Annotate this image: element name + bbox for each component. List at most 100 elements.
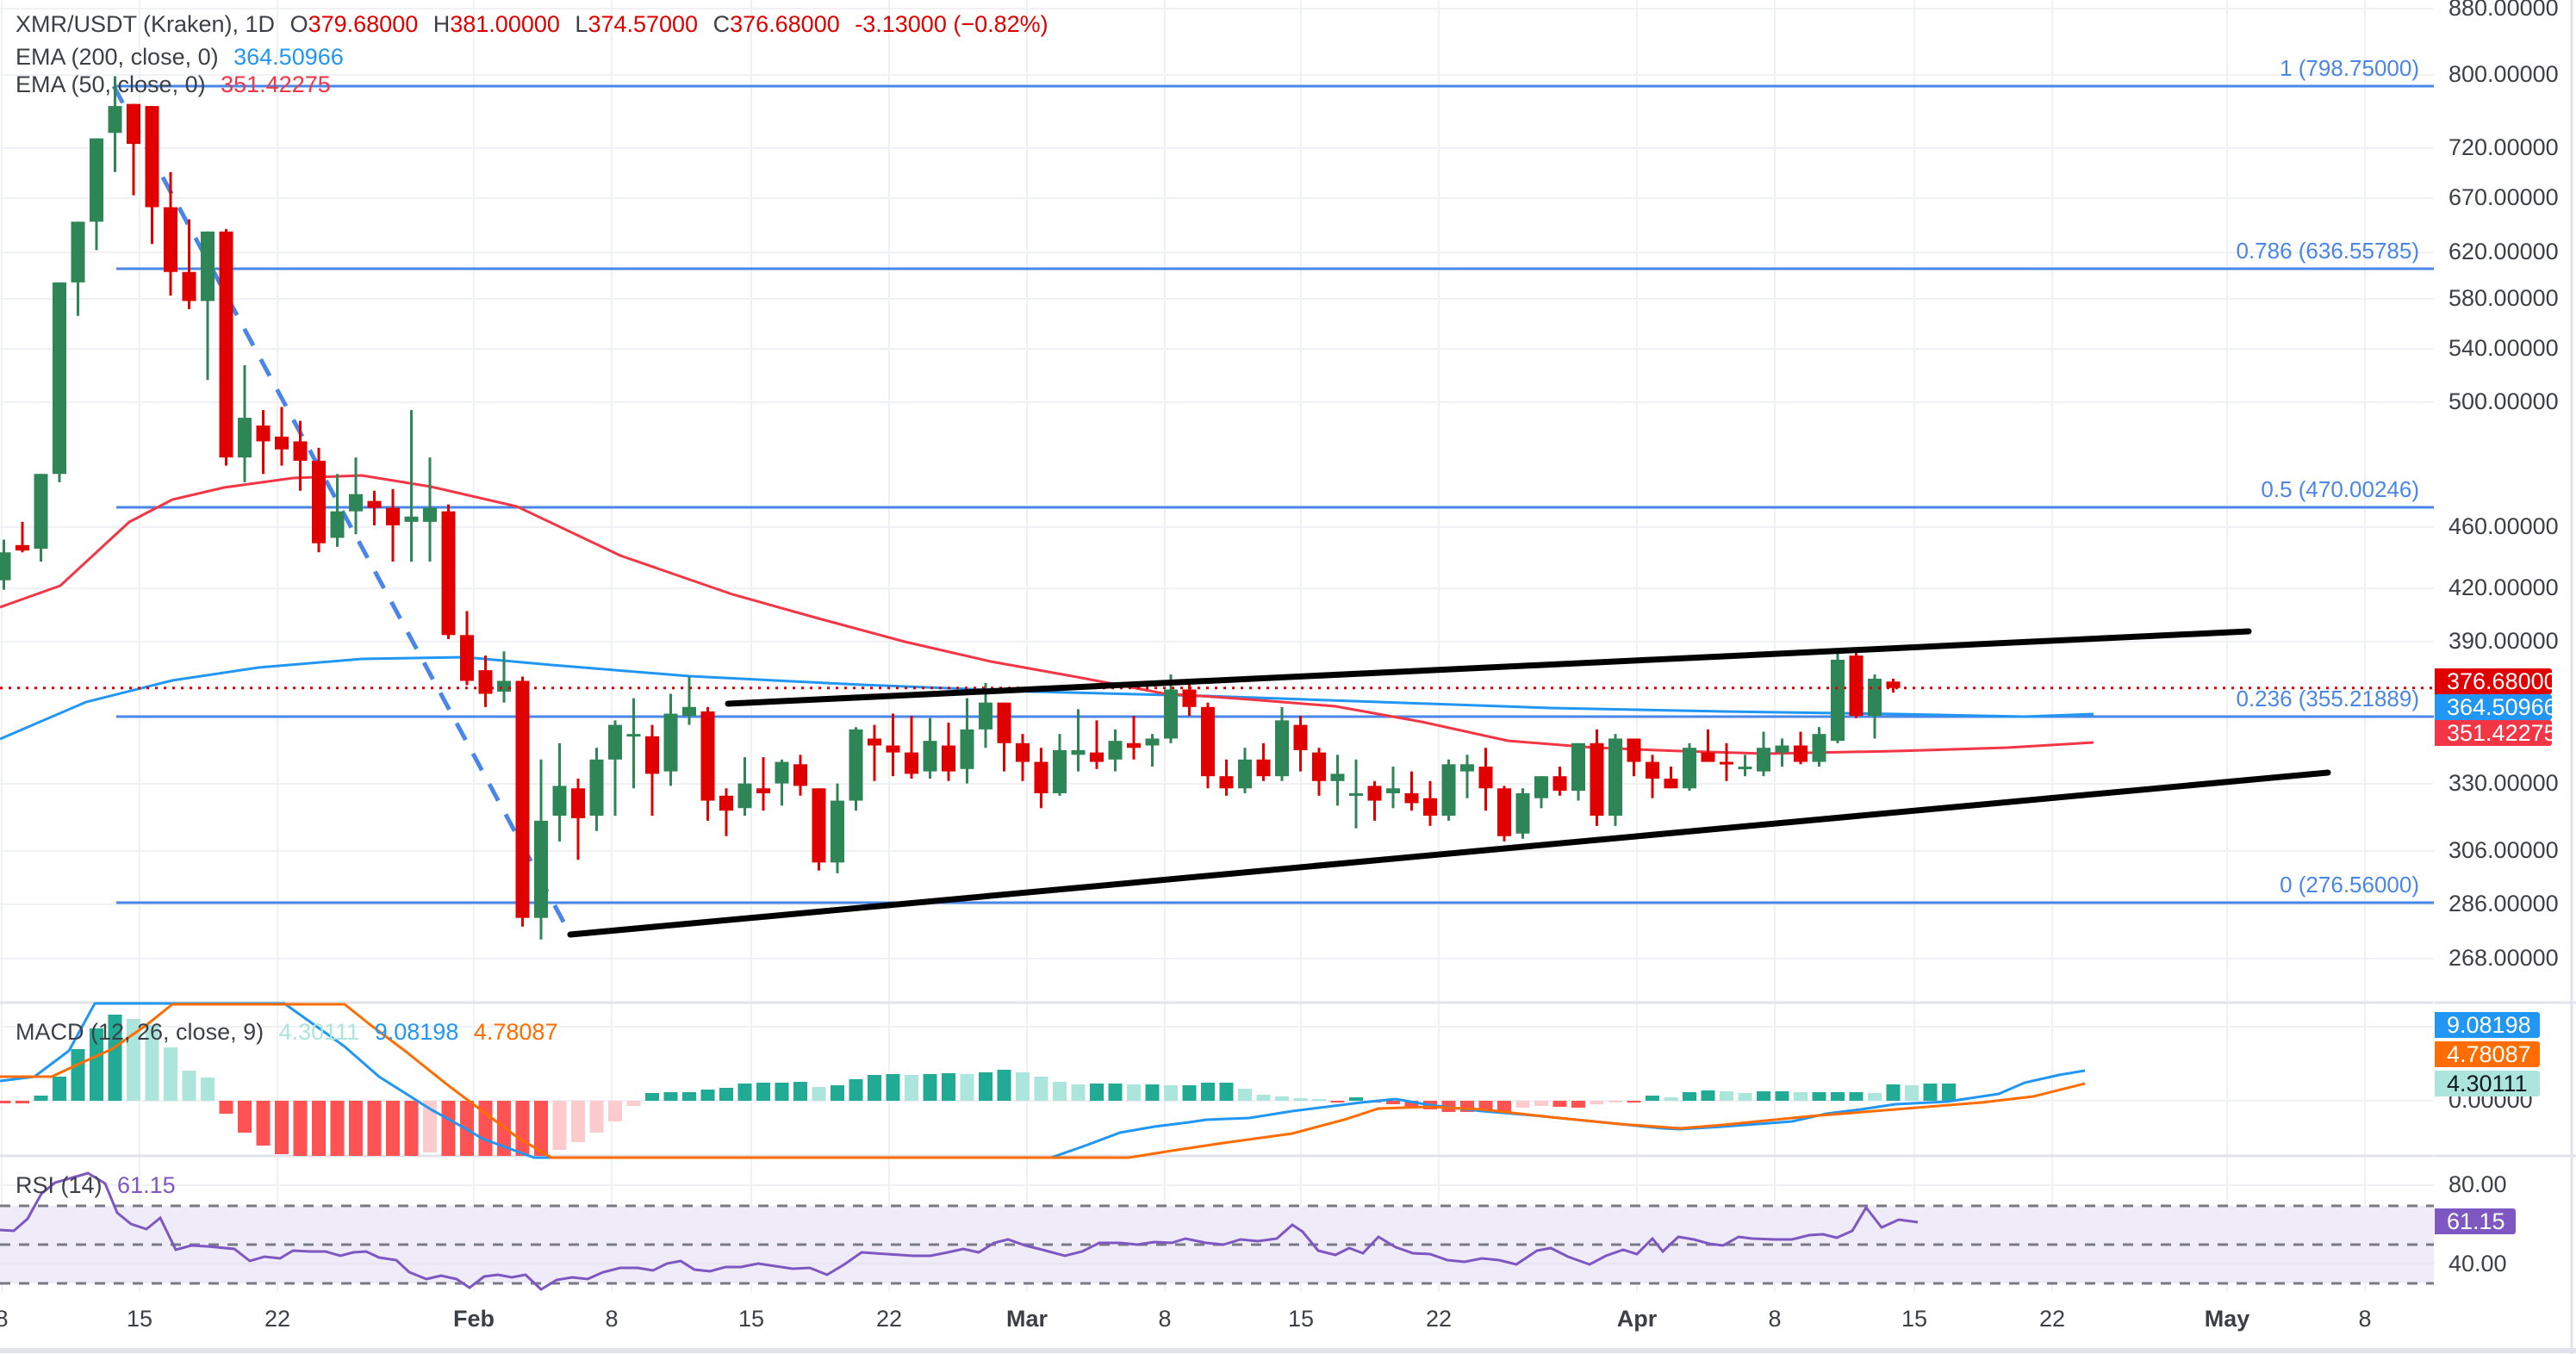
candle[interactable] — [1497, 786, 1511, 842]
rsi-legend[interactable]: RSI (14) 61.15 — [16, 1172, 176, 1198]
candle[interactable] — [1219, 759, 1234, 796]
candle[interactable] — [849, 727, 863, 811]
candle[interactable] — [942, 722, 955, 781]
candle[interactable] — [1164, 674, 1178, 743]
candle[interactable] — [645, 724, 659, 817]
macd-line[interactable] — [0, 1002, 2086, 1159]
candle[interactable] — [1275, 706, 1289, 781]
candle[interactable] — [182, 219, 196, 309]
candle[interactable] — [367, 490, 382, 525]
candle[interactable] — [1460, 755, 1474, 798]
candle[interactable] — [1571, 742, 1585, 801]
candle[interactable] — [831, 783, 844, 873]
candle[interactable] — [534, 759, 548, 940]
candle[interactable] — [1312, 748, 1326, 796]
candle[interactable] — [293, 420, 308, 491]
candle[interactable] — [1034, 748, 1048, 809]
candle[interactable] — [349, 457, 363, 535]
candle[interactable] — [164, 171, 177, 296]
candle[interactable] — [1534, 776, 1548, 809]
candle[interactable] — [1849, 647, 1864, 718]
candle[interactable] — [812, 788, 826, 871]
candle[interactable] — [1053, 734, 1067, 796]
candle[interactable] — [1182, 680, 1197, 717]
candle[interactable] — [1683, 742, 1696, 792]
candle[interactable] — [1664, 767, 1678, 789]
candle[interactable] — [238, 365, 252, 482]
candle[interactable] — [1608, 734, 1622, 826]
candle[interactable] — [423, 457, 437, 562]
candle[interactable] — [1757, 731, 1770, 777]
candle[interactable] — [1201, 702, 1215, 789]
candle[interactable] — [1831, 649, 1845, 743]
candle[interactable] — [868, 724, 881, 781]
wedge-lower-trendline[interactable] — [567, 769, 2331, 938]
candle[interactable] — [71, 221, 85, 316]
candle[interactable] — [1515, 788, 1530, 839]
candle[interactable] — [1794, 731, 1808, 765]
candle[interactable] — [793, 755, 807, 796]
candle[interactable] — [1256, 742, 1271, 781]
candle[interactable] — [145, 106, 159, 245]
candle[interactable] — [663, 693, 678, 786]
candle[interactable] — [1478, 748, 1493, 811]
candle[interactable] — [960, 698, 974, 784]
candle[interactable] — [571, 778, 585, 860]
candle[interactable] — [1441, 759, 1456, 821]
candle[interactable] — [1145, 734, 1160, 767]
candle[interactable] — [1238, 748, 1252, 793]
candle[interactable] — [404, 410, 419, 562]
candle[interactable] — [608, 720, 622, 817]
macd-legend[interactable]: MACD (12, 26, close, 9) 4.30111 9.08198 … — [16, 1019, 558, 1045]
candle[interactable] — [700, 706, 715, 821]
candle[interactable] — [1090, 720, 1104, 769]
candle[interactable] — [1627, 738, 1641, 777]
candle[interactable] — [1349, 759, 1363, 829]
candle[interactable] — [1423, 780, 1437, 826]
candle[interactable] — [34, 474, 48, 562]
candle[interactable] — [1701, 729, 1715, 762]
candle[interactable] — [90, 138, 103, 251]
candle[interactable] — [0, 539, 11, 590]
ema200-line[interactable] — [0, 655, 2094, 741]
fib-trend-line[interactable] — [111, 84, 573, 936]
candle[interactable] — [719, 788, 733, 836]
candle[interactable] — [1293, 716, 1308, 772]
candle[interactable] — [552, 742, 567, 842]
candle[interactable] — [682, 676, 696, 725]
candle[interactable] — [1886, 679, 1901, 693]
candle[interactable] — [923, 717, 937, 779]
candle[interactable] — [1071, 709, 1086, 772]
ema200-legend[interactable]: EMA (200, close, 0) 364.50966 — [16, 44, 344, 70]
candle[interactable] — [756, 757, 770, 811]
candle[interactable] — [1552, 767, 1567, 796]
rsi-line[interactable] — [0, 1171, 1919, 1291]
candle[interactable] — [1738, 755, 1752, 777]
candle[interactable] — [201, 231, 215, 381]
candle[interactable] — [330, 474, 345, 547]
candle[interactable] — [386, 488, 400, 562]
candle[interactable] — [1775, 738, 1789, 767]
wedge-upper-trendline[interactable] — [725, 628, 2252, 707]
candle[interactable] — [515, 676, 530, 927]
candle[interactable] — [905, 716, 918, 779]
candle[interactable] — [589, 748, 604, 831]
candle[interactable] — [53, 282, 66, 482]
candle[interactable] — [1108, 729, 1123, 772]
macd-signal-line[interactable] — [0, 1003, 2086, 1159]
candle[interactable] — [886, 713, 900, 777]
candle[interactable] — [626, 698, 641, 789]
candle[interactable] — [108, 76, 122, 172]
candle[interactable] — [1812, 727, 1826, 767]
candle[interactable] — [997, 702, 1011, 772]
candle[interactable] — [312, 447, 326, 553]
candle[interactable] — [1646, 755, 1659, 798]
candle[interactable] — [1404, 771, 1419, 811]
candle[interactable] — [775, 759, 789, 806]
candle[interactable] — [1386, 767, 1400, 809]
candle[interactable] — [1720, 742, 1733, 781]
candle[interactable] — [256, 410, 271, 475]
candle[interactable] — [441, 504, 456, 640]
candle[interactable] — [1016, 734, 1030, 781]
candle[interactable] — [737, 757, 752, 817]
